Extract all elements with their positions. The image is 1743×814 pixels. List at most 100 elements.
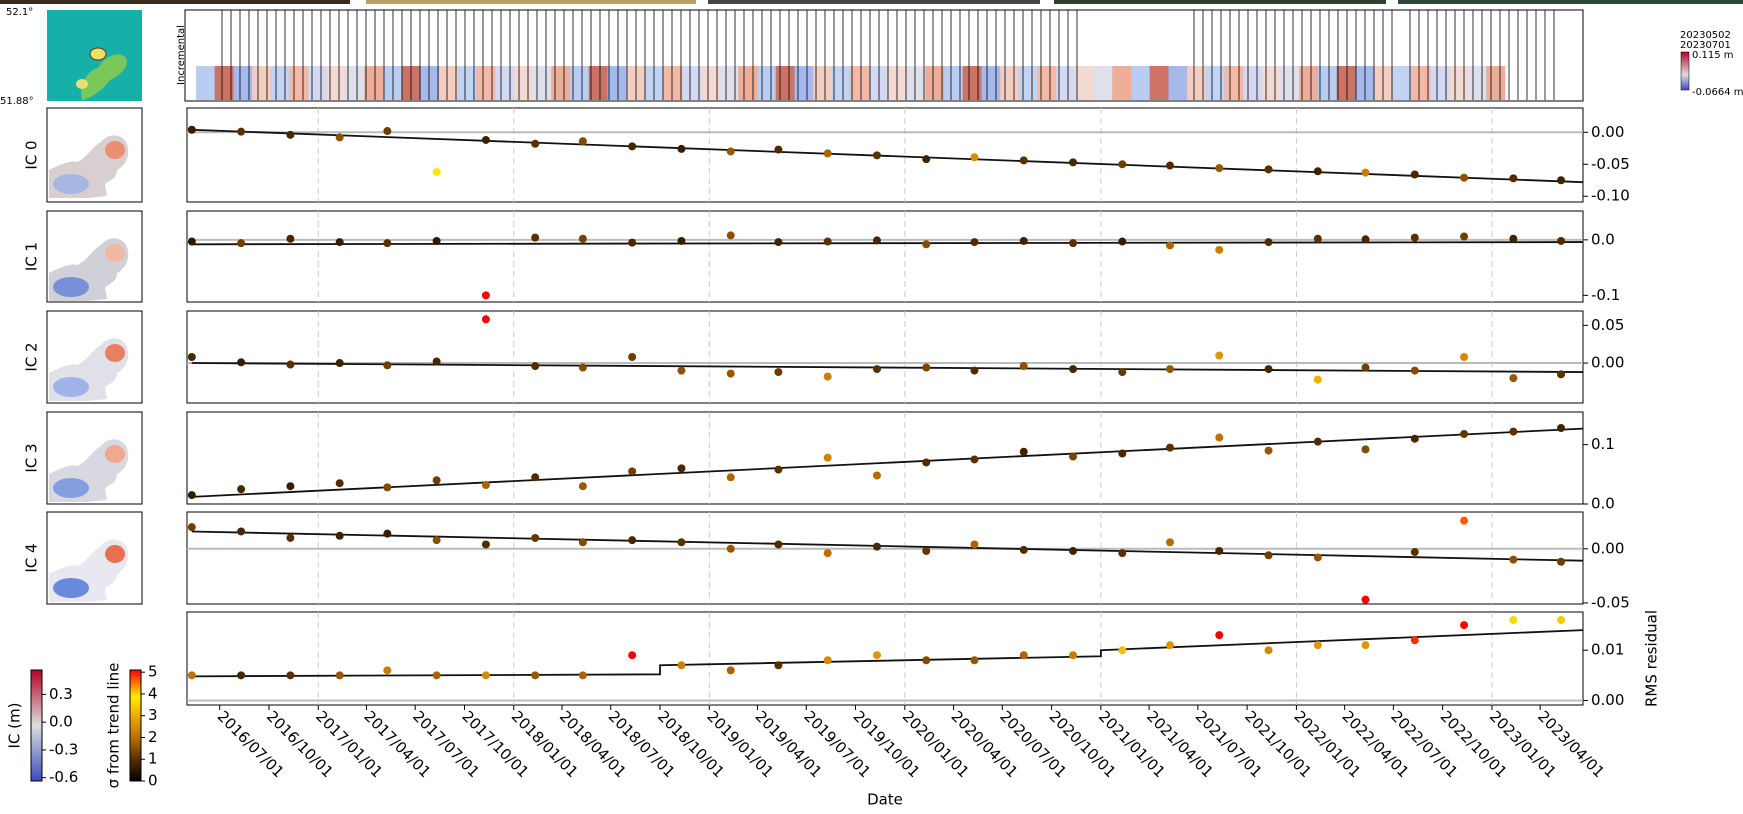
ic-map-lobe (105, 141, 125, 159)
data-point (531, 362, 540, 371)
ic-map-lobe (105, 244, 125, 262)
data-point (481, 481, 490, 490)
colorbar (30, 669, 43, 782)
data-point (1118, 449, 1127, 458)
data-point (432, 476, 441, 485)
incremental-cell (962, 66, 982, 100)
incremental-cell (513, 66, 533, 100)
data-point (872, 365, 881, 374)
incremental-cell (383, 66, 402, 100)
data-point (1460, 429, 1469, 438)
data-point (1361, 595, 1370, 604)
y-tick-label: 0.00 (1591, 123, 1624, 141)
panel-frame (186, 411, 1584, 505)
incremental-cell (270, 66, 290, 100)
incremental-cell (1243, 66, 1263, 100)
incremental-cell (1392, 66, 1412, 100)
ic-map-lobe (105, 344, 125, 362)
ic-map-lobe (105, 545, 125, 563)
data-point (970, 455, 979, 464)
data-point (187, 353, 196, 361)
data-point (1410, 233, 1419, 242)
incremental-cell (1374, 66, 1394, 100)
incremental-label: Incremental (176, 25, 187, 85)
trend-line (191, 530, 1584, 562)
data-point (970, 153, 979, 162)
data-point (1361, 235, 1370, 244)
data-point (726, 473, 735, 482)
incremental-cell (439, 66, 459, 100)
data-point (383, 239, 392, 248)
data-point (1361, 445, 1370, 454)
data-point (1557, 616, 1566, 625)
map-peak (76, 79, 88, 89)
data-point (774, 661, 783, 670)
data-point (628, 238, 637, 247)
data-point (1509, 616, 1518, 625)
data-point (1557, 557, 1566, 566)
data-point (432, 357, 441, 366)
data-point (872, 151, 881, 160)
data-point (628, 467, 637, 476)
data-point (677, 464, 686, 473)
panel-frame (186, 310, 1584, 404)
data-point (237, 485, 246, 494)
data-point (1118, 368, 1127, 377)
data-point (1264, 165, 1273, 174)
incremental-cell (1112, 66, 1132, 100)
data-point (286, 671, 295, 680)
incremental-cell (1486, 66, 1506, 100)
data-point (578, 363, 587, 372)
incremental-cell (457, 66, 477, 100)
colorbar-tick-label: 0 (148, 772, 158, 790)
data-point (872, 651, 881, 660)
incremental-cell (233, 66, 253, 100)
data-point (628, 142, 637, 151)
data-point (1460, 621, 1469, 630)
data-point (1069, 158, 1078, 167)
data-point (531, 473, 540, 482)
incremental-cell (345, 66, 365, 100)
data-point (774, 238, 783, 247)
incremental-cell (1018, 66, 1038, 100)
data-point (922, 458, 931, 467)
data-point (1019, 447, 1028, 456)
incremental-cell (738, 66, 758, 100)
incremental-cell (289, 66, 309, 100)
data-point (922, 656, 931, 665)
y-tick-label: 0.05 (1591, 316, 1624, 334)
y-tick-label: 0.00 (1591, 354, 1624, 372)
incremental-cell (1000, 66, 1020, 100)
data-point (1118, 549, 1127, 558)
data-point (237, 127, 246, 136)
data-point (1264, 446, 1273, 455)
data-point (187, 491, 196, 500)
top-image-strip (1398, 0, 1743, 4)
data-point (578, 482, 587, 491)
data-point (578, 671, 587, 680)
ic-map (46, 511, 143, 605)
colorbar-tick-label: 1 (148, 750, 158, 768)
data-point (1069, 546, 1078, 555)
data-point (1165, 161, 1174, 170)
data-point (726, 147, 735, 156)
ic-map (46, 310, 143, 404)
data-point (1118, 160, 1127, 169)
data-point (1313, 234, 1322, 243)
data-point (922, 155, 931, 164)
data-point (1361, 363, 1370, 372)
incremental-cell (1448, 66, 1468, 100)
data-point (677, 661, 686, 670)
data-point (432, 536, 441, 545)
data-point (1557, 236, 1566, 245)
incremental-cell (476, 66, 496, 100)
ic-map-lobe (53, 277, 89, 297)
data-point (823, 453, 832, 462)
incremental-cell (1467, 66, 1487, 100)
data-point (578, 538, 587, 547)
y-tick-label: -0.05 (1591, 593, 1630, 611)
data-point (481, 135, 490, 144)
data-point (531, 671, 540, 680)
data-point (1410, 366, 1419, 375)
